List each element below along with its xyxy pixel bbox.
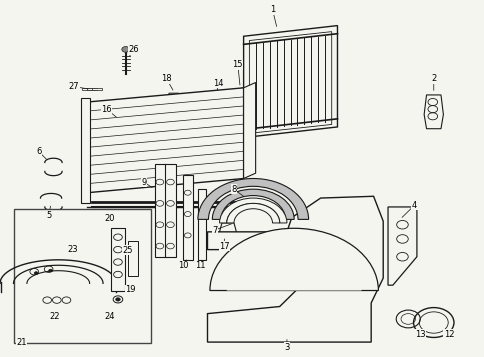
Wedge shape — [219, 198, 287, 223]
Polygon shape — [182, 175, 193, 260]
Text: 4: 4 — [411, 201, 416, 210]
Text: 13: 13 — [415, 330, 425, 339]
Polygon shape — [243, 82, 255, 178]
Polygon shape — [165, 164, 176, 257]
Text: 8: 8 — [231, 185, 236, 193]
Polygon shape — [82, 88, 92, 90]
Bar — [14, 210, 151, 343]
Text: 26: 26 — [128, 45, 139, 54]
Text: 14: 14 — [213, 79, 223, 88]
Polygon shape — [92, 88, 101, 90]
Polygon shape — [87, 88, 243, 193]
Text: 27: 27 — [69, 82, 79, 91]
Text: 6: 6 — [36, 147, 42, 156]
Text: 15: 15 — [232, 60, 242, 69]
Polygon shape — [128, 241, 137, 276]
Text: 3: 3 — [284, 343, 289, 352]
Text: 25: 25 — [122, 246, 133, 255]
Polygon shape — [423, 95, 442, 129]
Polygon shape — [207, 196, 382, 342]
Polygon shape — [249, 32, 331, 133]
Polygon shape — [167, 93, 179, 99]
Polygon shape — [81, 99, 90, 203]
Text: 20: 20 — [105, 214, 115, 223]
Text: 22: 22 — [49, 312, 60, 321]
Polygon shape — [154, 164, 165, 257]
Wedge shape — [227, 203, 279, 223]
Text: 24: 24 — [105, 312, 115, 321]
Text: 17: 17 — [219, 242, 229, 251]
Polygon shape — [209, 92, 220, 99]
Text: 1: 1 — [269, 5, 274, 14]
Text: 21: 21 — [16, 338, 27, 347]
Text: 16: 16 — [101, 105, 111, 114]
Text: 2: 2 — [430, 74, 436, 84]
Text: 10: 10 — [177, 261, 188, 270]
Text: 11: 11 — [195, 261, 205, 270]
Polygon shape — [197, 189, 206, 260]
Circle shape — [115, 298, 120, 301]
Wedge shape — [210, 228, 378, 291]
Text: 18: 18 — [161, 74, 171, 84]
Polygon shape — [219, 223, 236, 237]
Text: 19: 19 — [125, 285, 136, 294]
Circle shape — [34, 272, 38, 275]
Polygon shape — [87, 88, 97, 90]
Wedge shape — [197, 178, 308, 220]
Polygon shape — [111, 228, 124, 291]
Circle shape — [121, 46, 129, 52]
Text: 9: 9 — [141, 177, 146, 187]
Polygon shape — [387, 207, 416, 285]
Text: 7: 7 — [212, 226, 217, 235]
Circle shape — [48, 269, 52, 272]
Wedge shape — [227, 241, 361, 291]
Polygon shape — [232, 88, 242, 97]
Text: 23: 23 — [67, 245, 78, 254]
Text: 5: 5 — [46, 211, 51, 220]
Text: 12: 12 — [443, 330, 454, 339]
Polygon shape — [243, 26, 337, 137]
Wedge shape — [212, 189, 294, 220]
